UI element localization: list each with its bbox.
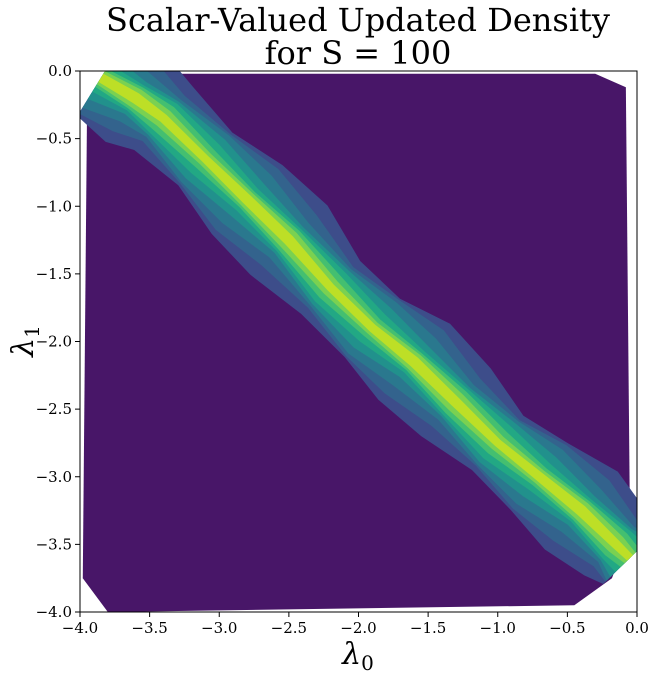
y-axis-ticks: 0.0 −0.5 −1.0 −1.5 −2.0 −2.5 −3.0 −3.5 −4.0 [36, 62, 80, 621]
y-tick-label: −1.0 [36, 197, 72, 215]
y-tick-label: −1.5 [36, 265, 72, 283]
x-tick-label: −1.0 [480, 619, 516, 637]
y-tick-label: −3.5 [36, 535, 72, 553]
x-axis-label-subscript: 0 [361, 651, 374, 675]
y-tick-label: −3.0 [36, 468, 72, 486]
y-axis-label: λ1 [6, 325, 44, 358]
x-tick-label: −0.5 [549, 619, 585, 637]
x-axis-label: λ0 [341, 637, 374, 675]
x-tick-label: −3.5 [131, 619, 167, 637]
x-tick-label: 0.0 [625, 619, 649, 637]
y-tick-label: −2.0 [36, 333, 72, 351]
x-tick-label: −2.0 [340, 619, 376, 637]
x-tick-label: −4.0 [62, 619, 98, 637]
x-axis-ticks: −4.0 −3.5 −3.0 −2.5 −2.0 −1.5 −1.0 −0.5 0.0 [62, 612, 649, 637]
x-tick-label: −1.5 [410, 619, 446, 637]
chart-title-line1: Scalar-Valued Updated Density [106, 1, 610, 39]
contour-layer [80, 71, 637, 612]
y-tick-label: −0.5 [36, 130, 72, 148]
y-axis-label-subscript: 1 [20, 325, 44, 338]
x-tick-label: −2.5 [271, 619, 307, 637]
x-axis-label-symbol: λ [341, 637, 361, 672]
y-axis-label-group: λ1 [6, 325, 44, 358]
x-tick-label: −3.0 [201, 619, 237, 637]
y-tick-label: −4.0 [36, 603, 72, 621]
y-tick-label: −2.5 [36, 400, 72, 418]
y-tick-label: 0.0 [48, 62, 72, 80]
y-axis-label-symbol: λ [6, 338, 41, 358]
contour-level-8 [98, 73, 633, 561]
chart-title-line2: for S = 100 [265, 34, 452, 72]
